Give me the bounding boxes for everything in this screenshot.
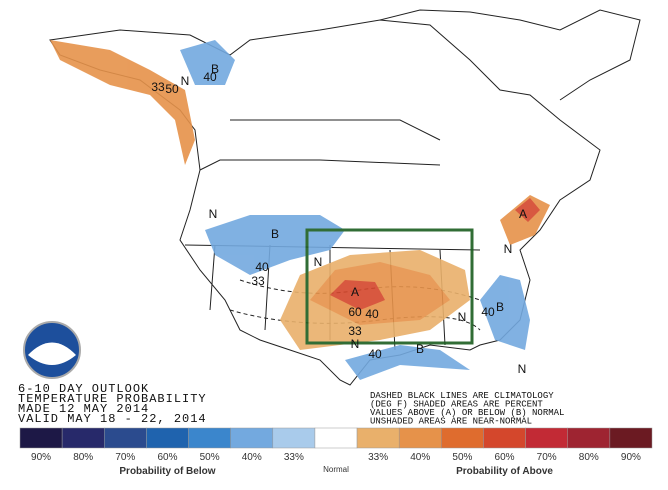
legend-label: 70% bbox=[537, 452, 557, 463]
map-label: N bbox=[518, 362, 527, 376]
legend-swatch bbox=[188, 427, 231, 449]
map-label: A bbox=[519, 207, 527, 221]
legend-label: 33% bbox=[368, 452, 388, 463]
map-label: 33 bbox=[348, 324, 362, 338]
legend-label: 90% bbox=[31, 452, 51, 463]
map-label: 40 bbox=[481, 305, 495, 319]
shaded-areas bbox=[50, 40, 550, 380]
map-label: 33 bbox=[251, 274, 265, 288]
note-line: DASHED BLACK LINES ARE CLIMATOLOGY bbox=[370, 391, 554, 401]
legend-swatch bbox=[567, 427, 611, 449]
header-line: 6-10 DAY OUTLOOK bbox=[18, 382, 149, 396]
note-line: (DEG F) SHADED AREAS ARE PERCENT bbox=[370, 400, 543, 410]
map-label: 40 bbox=[365, 307, 379, 321]
header-line: TEMPERATURE PROBABILITY bbox=[18, 392, 207, 406]
map-label: B bbox=[271, 227, 279, 241]
legend-label: 60% bbox=[157, 452, 177, 463]
legend-label: 50% bbox=[200, 452, 220, 463]
map-label: 33 bbox=[151, 80, 165, 94]
map-label: B bbox=[211, 62, 219, 76]
map-label: 40 bbox=[255, 260, 269, 274]
noaa-logo bbox=[23, 321, 81, 379]
legend-label: 60% bbox=[495, 452, 515, 463]
legend-label: 80% bbox=[73, 452, 93, 463]
legend-label: 40% bbox=[410, 452, 430, 463]
legend-label: 40% bbox=[242, 452, 262, 463]
legend-swatch bbox=[61, 427, 105, 449]
legend-label: 70% bbox=[115, 452, 135, 463]
note-line: UNSHADED AREAS ARE NEAR-NORMAL bbox=[370, 417, 532, 427]
map-label: N bbox=[209, 207, 218, 221]
legend-swatch bbox=[146, 427, 189, 449]
legend-swatch bbox=[314, 427, 358, 449]
map-label: N bbox=[504, 242, 513, 256]
header-line: MADE 12 MAY 2014 bbox=[18, 402, 149, 416]
map-label: N bbox=[351, 337, 360, 351]
legend-swatch bbox=[19, 427, 63, 449]
legend-swatch bbox=[104, 427, 147, 449]
legend-swatch bbox=[356, 427, 400, 449]
map-label: N bbox=[181, 74, 190, 88]
legend-swatch bbox=[609, 427, 653, 449]
legend-swatch bbox=[272, 427, 316, 449]
legend-swatch bbox=[398, 427, 442, 449]
map-label: 60 bbox=[348, 305, 362, 319]
map-label: N bbox=[314, 255, 323, 269]
header-line: VALID MAY 18 - 22, 2014 bbox=[18, 412, 207, 426]
legend-label: 90% bbox=[621, 452, 641, 463]
legend-normal: Normal bbox=[323, 465, 349, 474]
note-line: VALUES ABOVE (A) OR BELOW (B) NORMAL bbox=[370, 408, 564, 418]
legend-label: 33% bbox=[284, 452, 304, 463]
map-label: A bbox=[351, 285, 359, 299]
map-label: 50 bbox=[165, 82, 179, 96]
legend-swatch bbox=[525, 427, 568, 449]
legend-swatch bbox=[441, 427, 484, 449]
map-label: 40 bbox=[203, 70, 217, 84]
legend-title: Probability of Above bbox=[456, 466, 553, 477]
legend-title: Probability of Below bbox=[119, 466, 215, 477]
map-label: B bbox=[416, 342, 424, 356]
legend-label: 80% bbox=[579, 452, 599, 463]
map-label: B bbox=[496, 300, 504, 314]
legend-swatch bbox=[230, 427, 274, 449]
map-label: 40 bbox=[368, 347, 382, 361]
legend-swatch bbox=[483, 427, 526, 449]
map-label: N bbox=[458, 310, 467, 324]
legend-label: 50% bbox=[452, 452, 472, 463]
